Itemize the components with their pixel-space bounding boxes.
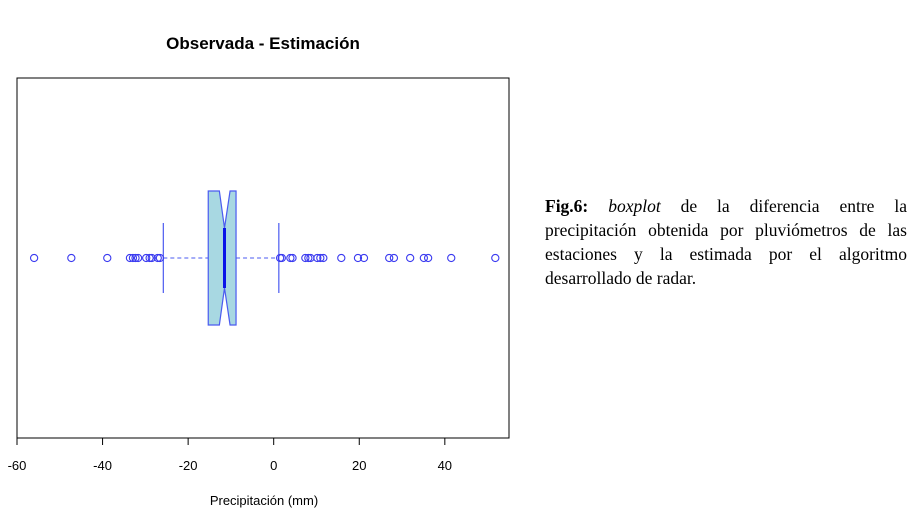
outlier-point [337, 253, 346, 263]
outlier-point [353, 253, 363, 263]
outlier-point [316, 253, 325, 263]
outlier-point [153, 253, 162, 263]
x-tick-label: -20 [179, 458, 198, 473]
x-axis-label: Precipitación (mm) [210, 493, 318, 508]
interquartile-box [207, 190, 237, 326]
caption-italic-term: boxplot [608, 196, 661, 216]
outlier-point [103, 253, 112, 263]
outlier-point [133, 253, 143, 263]
outlier-point [491, 253, 500, 263]
outlier-point [319, 253, 328, 263]
outlier-point [128, 253, 138, 263]
outlier-point [131, 253, 140, 263]
outlier-point [389, 253, 399, 263]
outlier-point [147, 253, 156, 263]
outlier-point [385, 253, 394, 263]
outlier-point [406, 253, 415, 263]
x-tick-label: 0 [270, 458, 277, 473]
x-tick-label: -40 [93, 458, 112, 473]
outlier-point [304, 253, 313, 263]
outlier-point [67, 253, 76, 263]
outlier-point [125, 253, 135, 263]
outlier-point [277, 253, 286, 263]
outlier-point [288, 253, 297, 263]
caption-fig-number: Fig.6: [545, 196, 589, 216]
outlier-point [301, 253, 310, 263]
x-tick-label: 40 [438, 458, 452, 473]
outlier-point [155, 253, 165, 263]
outlier-point [29, 253, 39, 263]
figure-caption: Fig.6: boxplot de la diferencia entre la… [545, 194, 907, 290]
x-tick-label: -60 [8, 458, 27, 473]
outlier-points [29, 253, 500, 263]
outlier-point [313, 253, 322, 263]
caption-text: de la diferencia entre la precipitación … [545, 196, 907, 288]
plot-frame [16, 77, 510, 439]
outlier-point [359, 253, 369, 263]
outlier-point [145, 253, 154, 263]
x-axis: -60 -40 -20 0 20 40 [8, 438, 452, 473]
outlier-point [423, 253, 433, 263]
chart-title: Observada - Estimación [166, 34, 360, 53]
outlier-point [447, 253, 456, 263]
boxplot-chart: Observada - Estimación -60 -40 -20 0 20 40 Pr… [8, 34, 510, 508]
x-tick-label: 20 [352, 458, 366, 473]
outlier-point [286, 253, 295, 263]
outlier-point [275, 253, 285, 263]
outlier-point [142, 253, 151, 263]
box [207, 190, 237, 326]
outlier-point [419, 253, 429, 263]
